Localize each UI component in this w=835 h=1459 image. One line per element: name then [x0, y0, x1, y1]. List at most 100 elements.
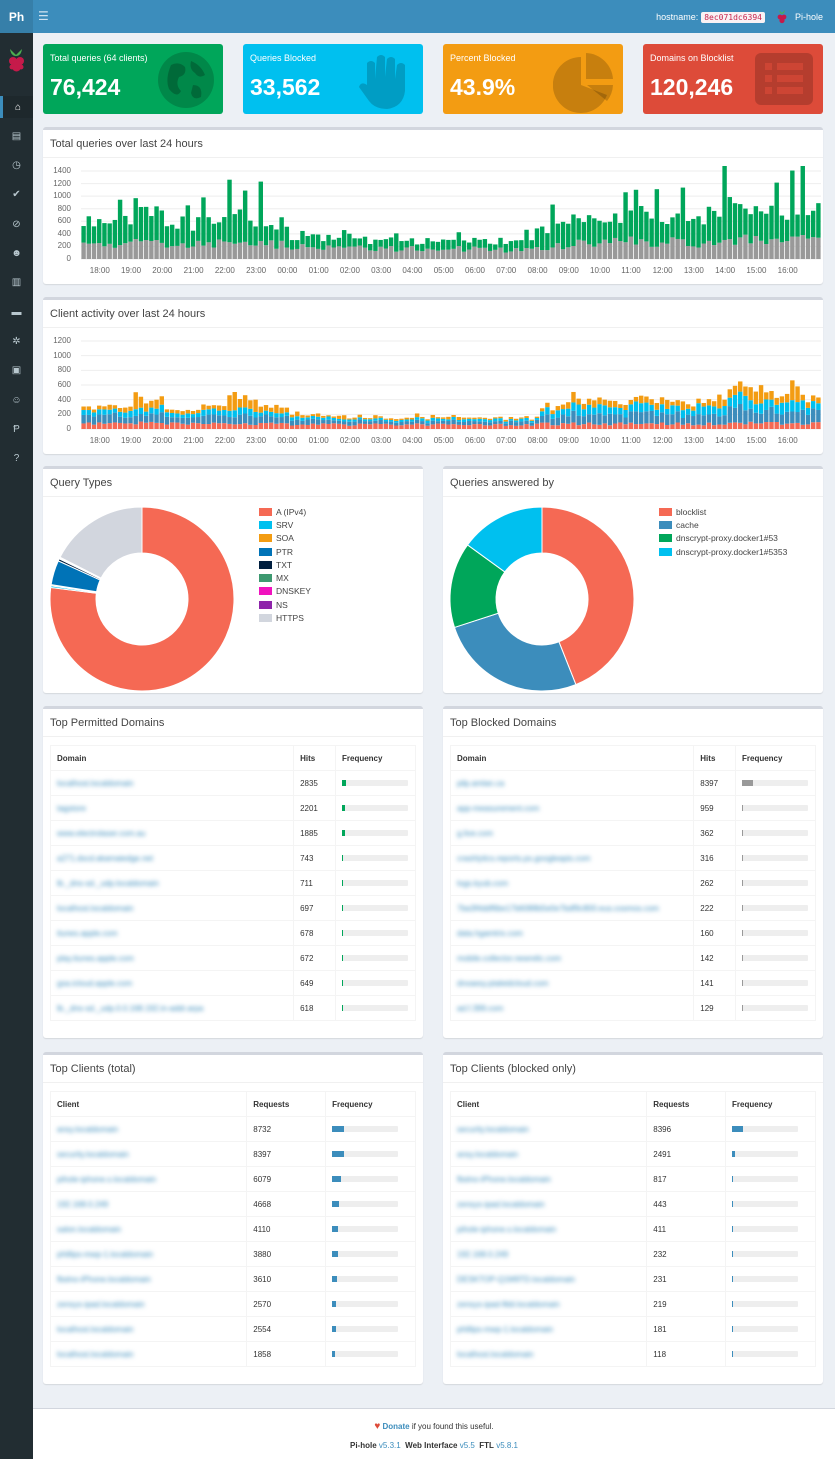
row-name-link[interactable]: localhost.localdomain	[49, 770, 295, 796]
total-queries-tile[interactable]: Total queries (64 clients) 76,424	[43, 44, 223, 114]
row-name-link[interactable]: localhost.localdomain	[49, 1316, 248, 1342]
row-name-link[interactable]: a271.dscd.akamaiedge.net	[49, 845, 295, 871]
queries-over-time-chart[interactable]	[77, 166, 835, 266]
pihole-version-link[interactable]: v5.3.1	[378, 1441, 401, 1450]
donut-slice[interactable]	[466, 506, 543, 573]
row-name-link[interactable]: zensys-ipad-fkbl.localdomain	[449, 1291, 648, 1317]
row-name-link[interactable]: ad.f.399.com	[449, 995, 695, 1021]
column-header[interactable]: Client	[449, 1091, 648, 1117]
sidebar-item-file[interactable]: ▤	[0, 125, 33, 147]
row-count: 817	[646, 1166, 727, 1192]
ftl-version-link[interactable]: v5.8.1	[496, 1441, 518, 1450]
sidebar-item-home[interactable]: ⌂	[0, 96, 33, 118]
row-name-link[interactable]: salon.localdomain	[49, 1216, 248, 1242]
row-name-link[interactable]: logs.kyub.com	[449, 870, 695, 896]
legend-item[interactable]: PTR	[259, 545, 311, 558]
donut-slice[interactable]	[541, 506, 635, 686]
sidebar-item-address-book[interactable]: ▣	[0, 360, 33, 382]
row-name-link[interactable]: lb._dns-sd._udp.0.0.168.192.in-addr.arpa	[49, 995, 295, 1021]
percent-blocked-tile[interactable]: Percent Blocked 43.9%	[443, 44, 623, 114]
legend-item[interactable]: HTTPS	[259, 611, 311, 624]
row-name-link[interactable]: fbslno-iPhone.localdomain	[49, 1266, 248, 1292]
row-name-link[interactable]: phillips-mwp-1.localdomain	[49, 1241, 248, 1267]
row-name-link[interactable]: g.live.com	[449, 820, 695, 846]
row-name-link[interactable]: play.itunes.apple.com	[49, 945, 295, 971]
row-name-link[interactable]: 192.168.0.249	[49, 1191, 248, 1217]
row-name-link[interactable]: ansy.localdomain	[449, 1141, 648, 1167]
sidebar-item-users-cog[interactable]: ☻	[0, 243, 33, 265]
legend-item[interactable]: SRV	[259, 518, 311, 531]
query-types-donut[interactable]	[46, 503, 238, 695]
row-name-link[interactable]: pilp.amlan.ca	[449, 770, 695, 796]
donate-link[interactable]: Donate	[382, 1422, 410, 1431]
user-menu[interactable]: Pi-hole	[775, 9, 823, 25]
legend-item[interactable]: SOA	[259, 532, 311, 545]
row-name-link[interactable]: security.localdomain	[49, 1141, 248, 1167]
web-version-link[interactable]: v5.5	[459, 1441, 475, 1450]
legend-item[interactable]: TXT	[259, 558, 311, 571]
sidebar-item-question[interactable]: ?	[0, 448, 33, 470]
row-name-link[interactable]: mobile.collector.newrelic.com	[449, 945, 695, 971]
row-name-link[interactable]: app-measurement.com	[449, 795, 695, 821]
row-name-link[interactable]: zensys-ipad.localdomain	[449, 1191, 648, 1217]
column-header[interactable]: Domain	[449, 745, 695, 771]
legend-item[interactable]: dnscrypt-proxy.docker1#53	[659, 532, 787, 545]
chart-bar	[196, 413, 201, 418]
row-name-link[interactable]: 192.168.0.249	[449, 1241, 648, 1267]
menu-toggle-icon[interactable]: ☰	[38, 9, 49, 23]
column-header[interactable]: Requests	[246, 1091, 327, 1117]
row-name-link[interactable]: security.localdomain	[449, 1116, 648, 1142]
row-name-link[interactable]: fbslno-iPhone.localdomain	[449, 1166, 648, 1192]
column-header[interactable]: Frequency	[725, 1091, 816, 1117]
column-header[interactable]: Requests	[646, 1091, 727, 1117]
client-activity-chart[interactable]	[77, 336, 835, 436]
domains-blocklist-tile[interactable]: Domains on Blocklist 120,246	[643, 44, 823, 114]
sidebar-item-paypal[interactable]: Ᵽ	[0, 418, 33, 440]
donut-slice[interactable]	[49, 506, 235, 692]
logo[interactable]: Ph	[0, 0, 33, 33]
row-name-link[interactable]: pihole-iphone.s.localdomain	[49, 1166, 248, 1192]
sidebar-item-check-circle[interactable]: ✔	[0, 184, 33, 206]
row-name-link[interactable]: phillips-mwp-1.localdomain	[449, 1316, 648, 1342]
sidebar-item-ban[interactable]: ⊘	[0, 213, 33, 235]
row-name-link[interactable]: lb._dns-sd._udp.localdomain	[49, 870, 295, 896]
column-header[interactable]: Client	[49, 1091, 248, 1117]
row-name-link[interactable]: localhost.localdomain	[449, 1341, 648, 1367]
row-name-link[interactable]: ansy.localdomain	[49, 1116, 248, 1142]
sidebar-item-user-cog[interactable]: ☺	[0, 389, 33, 411]
row-name-link[interactable]: localhost.localdomain	[49, 895, 295, 921]
row-name-link[interactable]: tagstore	[49, 795, 295, 821]
legend-item[interactable]: A (IPv4)	[259, 505, 311, 518]
sidebar-item-cogs[interactable]: ✲	[0, 330, 33, 352]
column-header[interactable]: Frequency	[325, 1091, 416, 1117]
row-name-link[interactable]: localhost.localdomain	[49, 1341, 248, 1367]
legend-item[interactable]: DNSKEY	[259, 585, 311, 598]
row-name-link[interactable]: zensys-ipad.localdomain	[49, 1291, 248, 1317]
donut-slice[interactable]	[453, 612, 577, 692]
sidebar-item-database[interactable]: ▥	[0, 272, 33, 294]
answered-by-donut[interactable]	[446, 503, 638, 695]
row-name-link[interactable]: gsa.icloud.apple.com	[49, 970, 295, 996]
row-name-link[interactable]: crashlytics.reports.ps.googleapis.com	[449, 845, 695, 871]
legend-item[interactable]: dnscrypt-proxy.docker1#5353	[659, 545, 787, 558]
legend-item[interactable]: MX	[259, 571, 311, 584]
legend-item[interactable]: blocklist	[659, 505, 787, 518]
column-header[interactable]: Frequency	[735, 745, 816, 771]
column-header[interactable]: Frequency	[335, 745, 416, 771]
queries-blocked-tile[interactable]: Queries Blocked 33,562	[243, 44, 423, 114]
row-name-link[interactable]: www.electrolaser.com.au	[49, 820, 295, 846]
column-header[interactable]: Hits	[693, 745, 736, 771]
row-name-link[interactable]: data.hgamtrix.com	[449, 920, 695, 946]
sidebar-item-folder[interactable]: ▬	[0, 301, 33, 323]
row-name-link[interactable]: 7ba3f4ddf6be17b6088b5e0e7bdf9c800.eus.co…	[449, 895, 695, 921]
row-name-link[interactable]: DESKTOP-Q1M9TD.localdomain	[449, 1266, 648, 1292]
row-name-link[interactable]: pihole-iphone.s.localdomain	[449, 1216, 648, 1242]
sidebar-item-clock[interactable]: ◷	[0, 155, 33, 177]
legend-item[interactable]: NS	[259, 598, 311, 611]
row-name-link[interactable]: itunes.apple.com	[49, 920, 295, 946]
row-name-link[interactable]: dnxaesy.ptaleidcloud.com	[449, 970, 695, 996]
column-header[interactable]: Domain	[49, 745, 295, 771]
donut-slice[interactable]	[59, 506, 143, 579]
column-header[interactable]: Hits	[293, 745, 336, 771]
legend-item[interactable]: cache	[659, 518, 787, 531]
